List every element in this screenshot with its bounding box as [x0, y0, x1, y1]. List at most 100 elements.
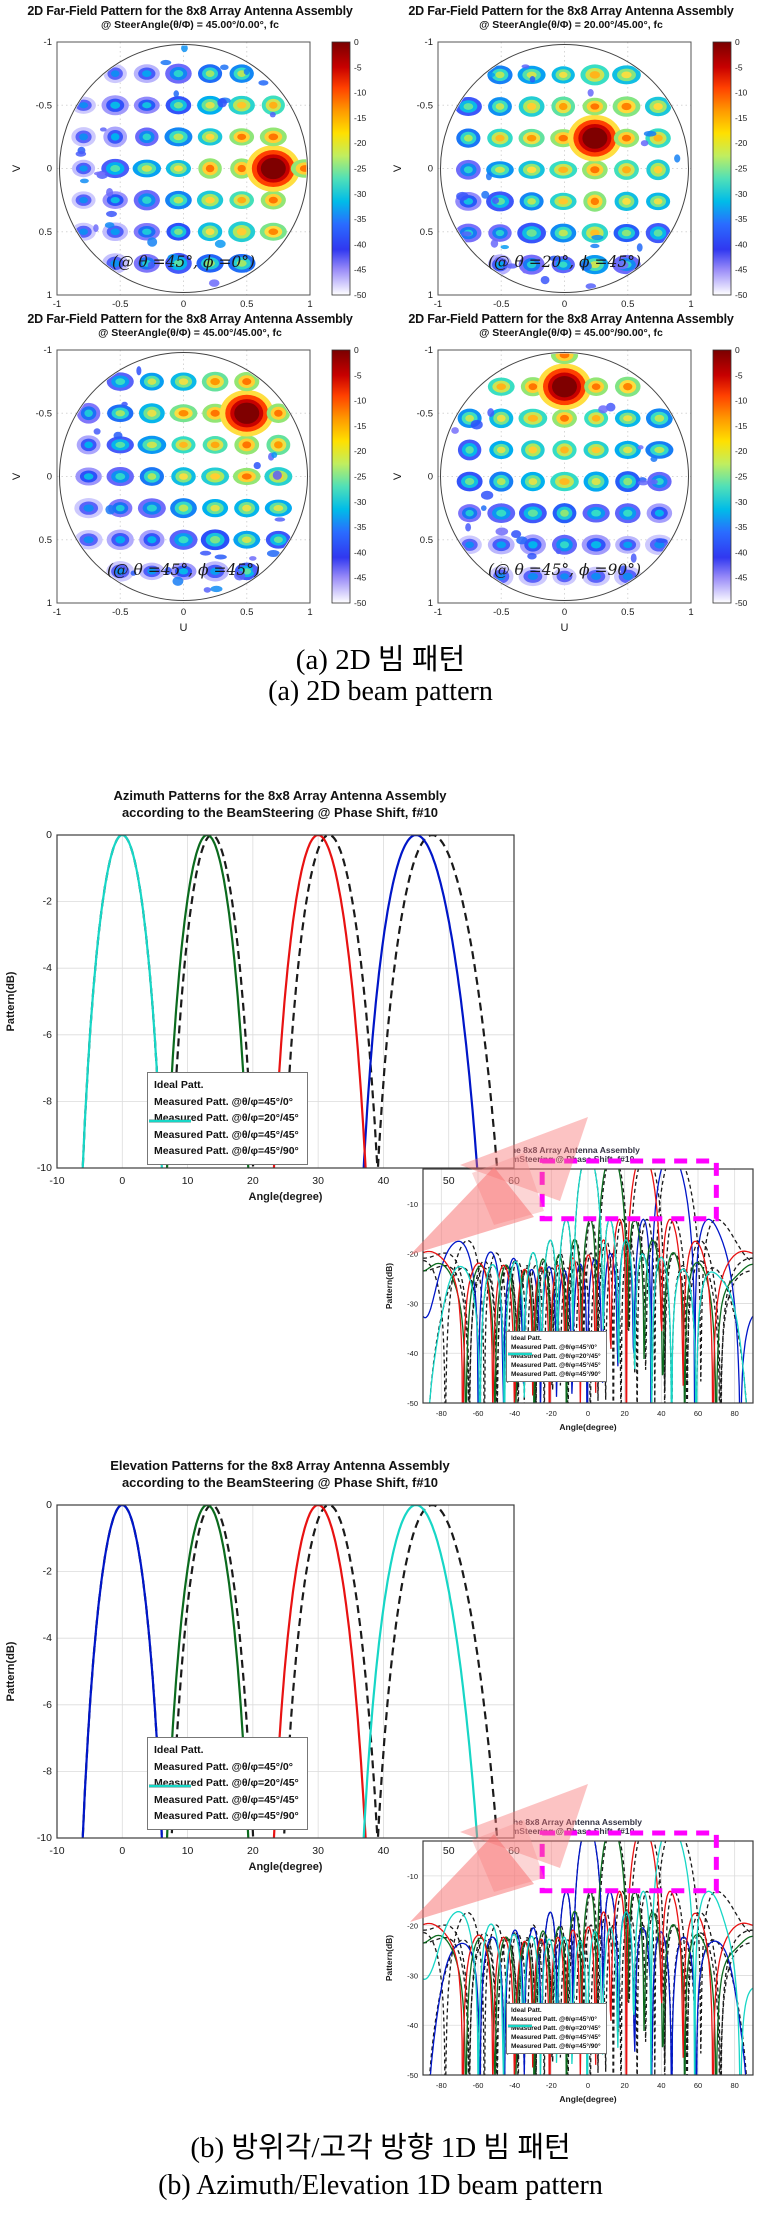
- 2d-pattern-plot: 1-10.5-0.500-0.50.5-11V(@ θ =20°, ϕ =45°…: [392, 37, 748, 310]
- svg-text:-6: -6: [43, 1699, 52, 1711]
- legend-label: Measured Patt. @θ/φ=45°/90°: [154, 1810, 299, 1823]
- svg-text:-30: -30: [354, 497, 367, 507]
- svg-text:-10: -10: [37, 1832, 52, 1844]
- elevation-chart-title: Elevation Patterns for the 8x8 Array Ant…: [110, 1458, 450, 1473]
- series-ideal: [423, 1169, 753, 1403]
- y-axis-label: V: [392, 164, 404, 172]
- legend-label: Measured Patt. @θ/φ=45°/0°: [154, 1760, 293, 1773]
- svg-text:30: 30: [312, 1175, 324, 1187]
- svg-text:-35: -35: [735, 522, 748, 532]
- svg-text:0.5: 0.5: [420, 227, 433, 238]
- svg-text:0: 0: [119, 1845, 125, 1857]
- y-axis-label: Pattern(dB): [5, 971, 17, 1031]
- svg-text:-25: -25: [354, 472, 367, 482]
- svg-text:-15: -15: [735, 421, 748, 431]
- svg-text:40: 40: [657, 1409, 665, 1418]
- 2d-pattern-subtitle: @ SteerAngle(θ/Φ) = 45.00°/45.00°, fc: [98, 327, 282, 339]
- legend-entry-measured-4: Measured Patt. @θ/φ=45°/90°: [508, 2024, 601, 2051]
- svg-text:-20: -20: [407, 1250, 418, 1259]
- svg-text:-20: -20: [546, 2081, 557, 2090]
- svg-text:-5: -5: [735, 370, 743, 380]
- svg-text:-60: -60: [473, 2081, 484, 2090]
- legend-line-sample: [508, 1352, 532, 1356]
- x-axis-label: Angle(degree): [249, 1861, 323, 1873]
- svg-text:0: 0: [428, 164, 433, 175]
- svg-text:-50: -50: [354, 290, 367, 300]
- legend-entry-measured-3: Measured Patt. @θ/φ=45°/45°: [508, 1352, 601, 1370]
- legend-label: Measured Patt. @θ/φ=45°/0°: [511, 1344, 597, 1351]
- svg-text:20: 20: [247, 1175, 259, 1187]
- legend-label: Measured Patt. @θ/φ=45°/90°: [511, 2043, 601, 2050]
- svg-text:-20: -20: [546, 1409, 557, 1418]
- svg-text:-40: -40: [509, 1409, 520, 1418]
- legend-entry-ideal: Ideal Patt.: [508, 2006, 601, 2027]
- elevation-inset-subtitle: according to the BeamSteering @ Phase Sh…: [427, 1826, 635, 1836]
- svg-text:-4: -4: [43, 962, 52, 974]
- svg-text:-5: -5: [735, 62, 743, 72]
- series-measured-4: [362, 1505, 479, 1838]
- svg-text:50: 50: [443, 1845, 455, 1857]
- svg-text:0: 0: [354, 345, 359, 355]
- svg-text:-0.5: -0.5: [493, 299, 509, 310]
- svg-text:-30: -30: [407, 1299, 418, 1308]
- caption-a-english: (a) 2D beam pattern: [268, 676, 493, 707]
- svg-text:0: 0: [119, 1175, 125, 1187]
- elevation-chart-subtitle: according to the BeamSteering @ Phase Sh…: [121, 1475, 439, 1490]
- svg-text:-50: -50: [735, 290, 748, 300]
- series-curves: [81, 835, 499, 1168]
- svg-text:20: 20: [620, 1409, 628, 1418]
- svg-text:-0.5: -0.5: [417, 408, 433, 419]
- svg-text:0: 0: [586, 2081, 590, 2090]
- y-axis-label: V: [11, 164, 23, 172]
- legend-label: Measured Patt. @θ/φ=20°/45°: [511, 2025, 601, 2032]
- svg-text:80: 80: [730, 1409, 738, 1418]
- legend-entry-measured-3: Measured Patt. @θ/φ=45°/45°: [149, 1119, 299, 1144]
- legend-label: Measured Patt. @θ/φ=45°/45°: [154, 1793, 299, 1806]
- axis-ticks: 1-10.5-0.500-0.50.5-11: [36, 345, 313, 618]
- svg-text:-5: -5: [354, 62, 362, 72]
- axis-ticks: 1-10.5-0.500-0.50.5-11: [417, 345, 694, 618]
- svg-text:-40: -40: [407, 2021, 418, 2030]
- svg-text:0: 0: [354, 37, 359, 47]
- svg-text:-10: -10: [735, 88, 748, 98]
- legend-line-sample: [149, 1119, 191, 1123]
- svg-text:-10: -10: [354, 396, 367, 406]
- series-measured-3: [423, 1841, 753, 2075]
- svg-text:0: 0: [735, 37, 740, 47]
- x-axis-label: Angle(degree): [249, 1191, 323, 1203]
- legend-entry-measured-1: Measured Patt. @θ/φ=45°/0°: [149, 1094, 299, 1123]
- steer-angle-caption: (@ θ =45°, ϕ =90°): [488, 561, 641, 579]
- 2d-pattern-title: 2D Far-Field Pattern for the 8x8 Array A…: [408, 4, 734, 18]
- svg-text:-45: -45: [735, 265, 748, 275]
- svg-text:-25: -25: [735, 472, 748, 482]
- colorbar-ticks: 0 -5 -10 -15 -20 -25 -30 -35 -40 -45 -50: [354, 37, 367, 300]
- azimuth-inset-subtitle: according to the BeamSteering @ Phase Sh…: [427, 1154, 635, 1164]
- 2d-pattern-title: 2D Far-Field Pattern for the 8x8 Array A…: [408, 312, 734, 326]
- svg-text:-20: -20: [735, 138, 748, 148]
- svg-text:-80: -80: [436, 2081, 447, 2090]
- legend-line-sample: [508, 2024, 532, 2028]
- svg-text:-2: -2: [43, 1566, 52, 1578]
- svg-text:40: 40: [657, 2081, 665, 2090]
- svg-text:-1: -1: [53, 299, 61, 310]
- svg-text:80: 80: [730, 2081, 738, 2090]
- svg-text:-15: -15: [354, 113, 367, 123]
- svg-text:-0.5: -0.5: [112, 607, 128, 618]
- svg-text:1: 1: [47, 290, 52, 301]
- svg-text:40: 40: [378, 1845, 390, 1857]
- svg-text:0: 0: [181, 299, 186, 310]
- legend-label: Measured Patt. @θ/φ=45°/0°: [154, 1095, 293, 1108]
- svg-text:-50: -50: [735, 598, 748, 608]
- svg-text:0: 0: [47, 472, 52, 483]
- series-measured-4: [81, 835, 163, 1168]
- svg-text:1: 1: [47, 598, 52, 609]
- series-curves: [423, 1841, 753, 2075]
- svg-text:1: 1: [688, 607, 693, 618]
- series-ideal: [423, 1169, 753, 1403]
- series-measured-4: [428, 1169, 747, 1403]
- x-axis-label: Angle(degree): [559, 2094, 616, 2104]
- svg-text:60: 60: [694, 1409, 702, 1418]
- svg-text:10: 10: [182, 1845, 194, 1857]
- azimuth-chart: Azimuth Patterns for the 8x8 Array Anten…: [0, 788, 560, 1212]
